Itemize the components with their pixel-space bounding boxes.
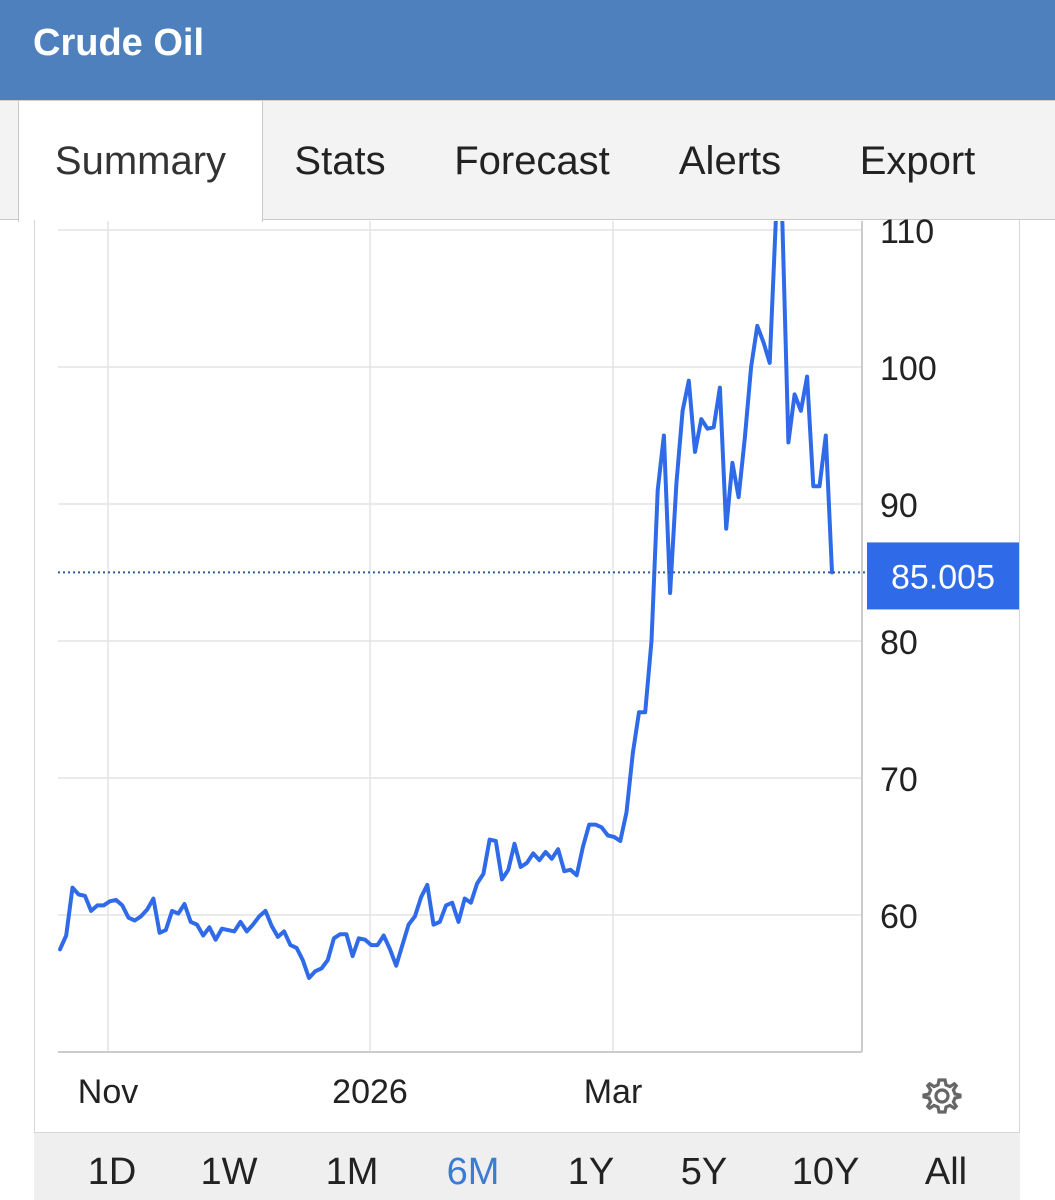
- title-bar: Crude Oil: [0, 0, 1055, 100]
- price-chart[interactable]: 60 70 80 90 100 110 Nov 2026 Mar 85.005: [0, 0, 1055, 1132]
- tab-bar: Summary Stats Forecast Alerts Export: [0, 100, 1055, 222]
- y-tick-label: 70: [880, 761, 918, 799]
- y-tick-label: 90: [880, 487, 918, 525]
- gear-icon[interactable]: [920, 1074, 964, 1118]
- y-tick-label: 110: [880, 213, 934, 251]
- y-tick-label: 100: [880, 350, 937, 388]
- last-price-badge: [867, 542, 1019, 610]
- range-6m-button[interactable]: 6M: [446, 1151, 500, 1193]
- x-tick-label: Mar: [584, 1073, 643, 1111]
- range-1m-button[interactable]: 1M: [325, 1151, 379, 1193]
- chart-labels: 60 70 80 90 100 110 Nov 2026 Mar 85.005: [58, 213, 1019, 1111]
- tab-stats[interactable]: Stats: [294, 139, 386, 183]
- chart-series-layer: [58, 221, 834, 980]
- y-tick-label: 60: [880, 898, 918, 936]
- range-all-button[interactable]: All: [924, 1151, 968, 1193]
- tab-summary[interactable]: Summary: [18, 101, 263, 222]
- x-tick-label: 2026: [332, 1073, 408, 1111]
- range-1y-button[interactable]: 1Y: [567, 1151, 615, 1193]
- tab-forecast[interactable]: Forecast: [454, 139, 610, 183]
- range-1w-button[interactable]: 1W: [200, 1151, 258, 1193]
- range-5y-button[interactable]: 5Y: [680, 1151, 728, 1193]
- range-bar: 1D 1W 1M 6M 1Y 5Y 10Y All: [34, 1132, 1020, 1200]
- tab-alerts[interactable]: Alerts: [678, 139, 782, 183]
- last-price-label: 85.005: [891, 558, 995, 596]
- y-tick-label: 80: [880, 624, 918, 662]
- page-title: Crude Oil: [33, 22, 205, 64]
- range-10y-button[interactable]: 10Y: [791, 1151, 860, 1193]
- chart-grid: [58, 221, 863, 1053]
- tab-export[interactable]: Export: [859, 139, 976, 183]
- chart-frame: [34, 220, 1020, 1132]
- range-1d-button[interactable]: 1D: [87, 1151, 137, 1193]
- price-series-line: [58, 221, 834, 980]
- x-tick-label: Nov: [78, 1073, 138, 1111]
